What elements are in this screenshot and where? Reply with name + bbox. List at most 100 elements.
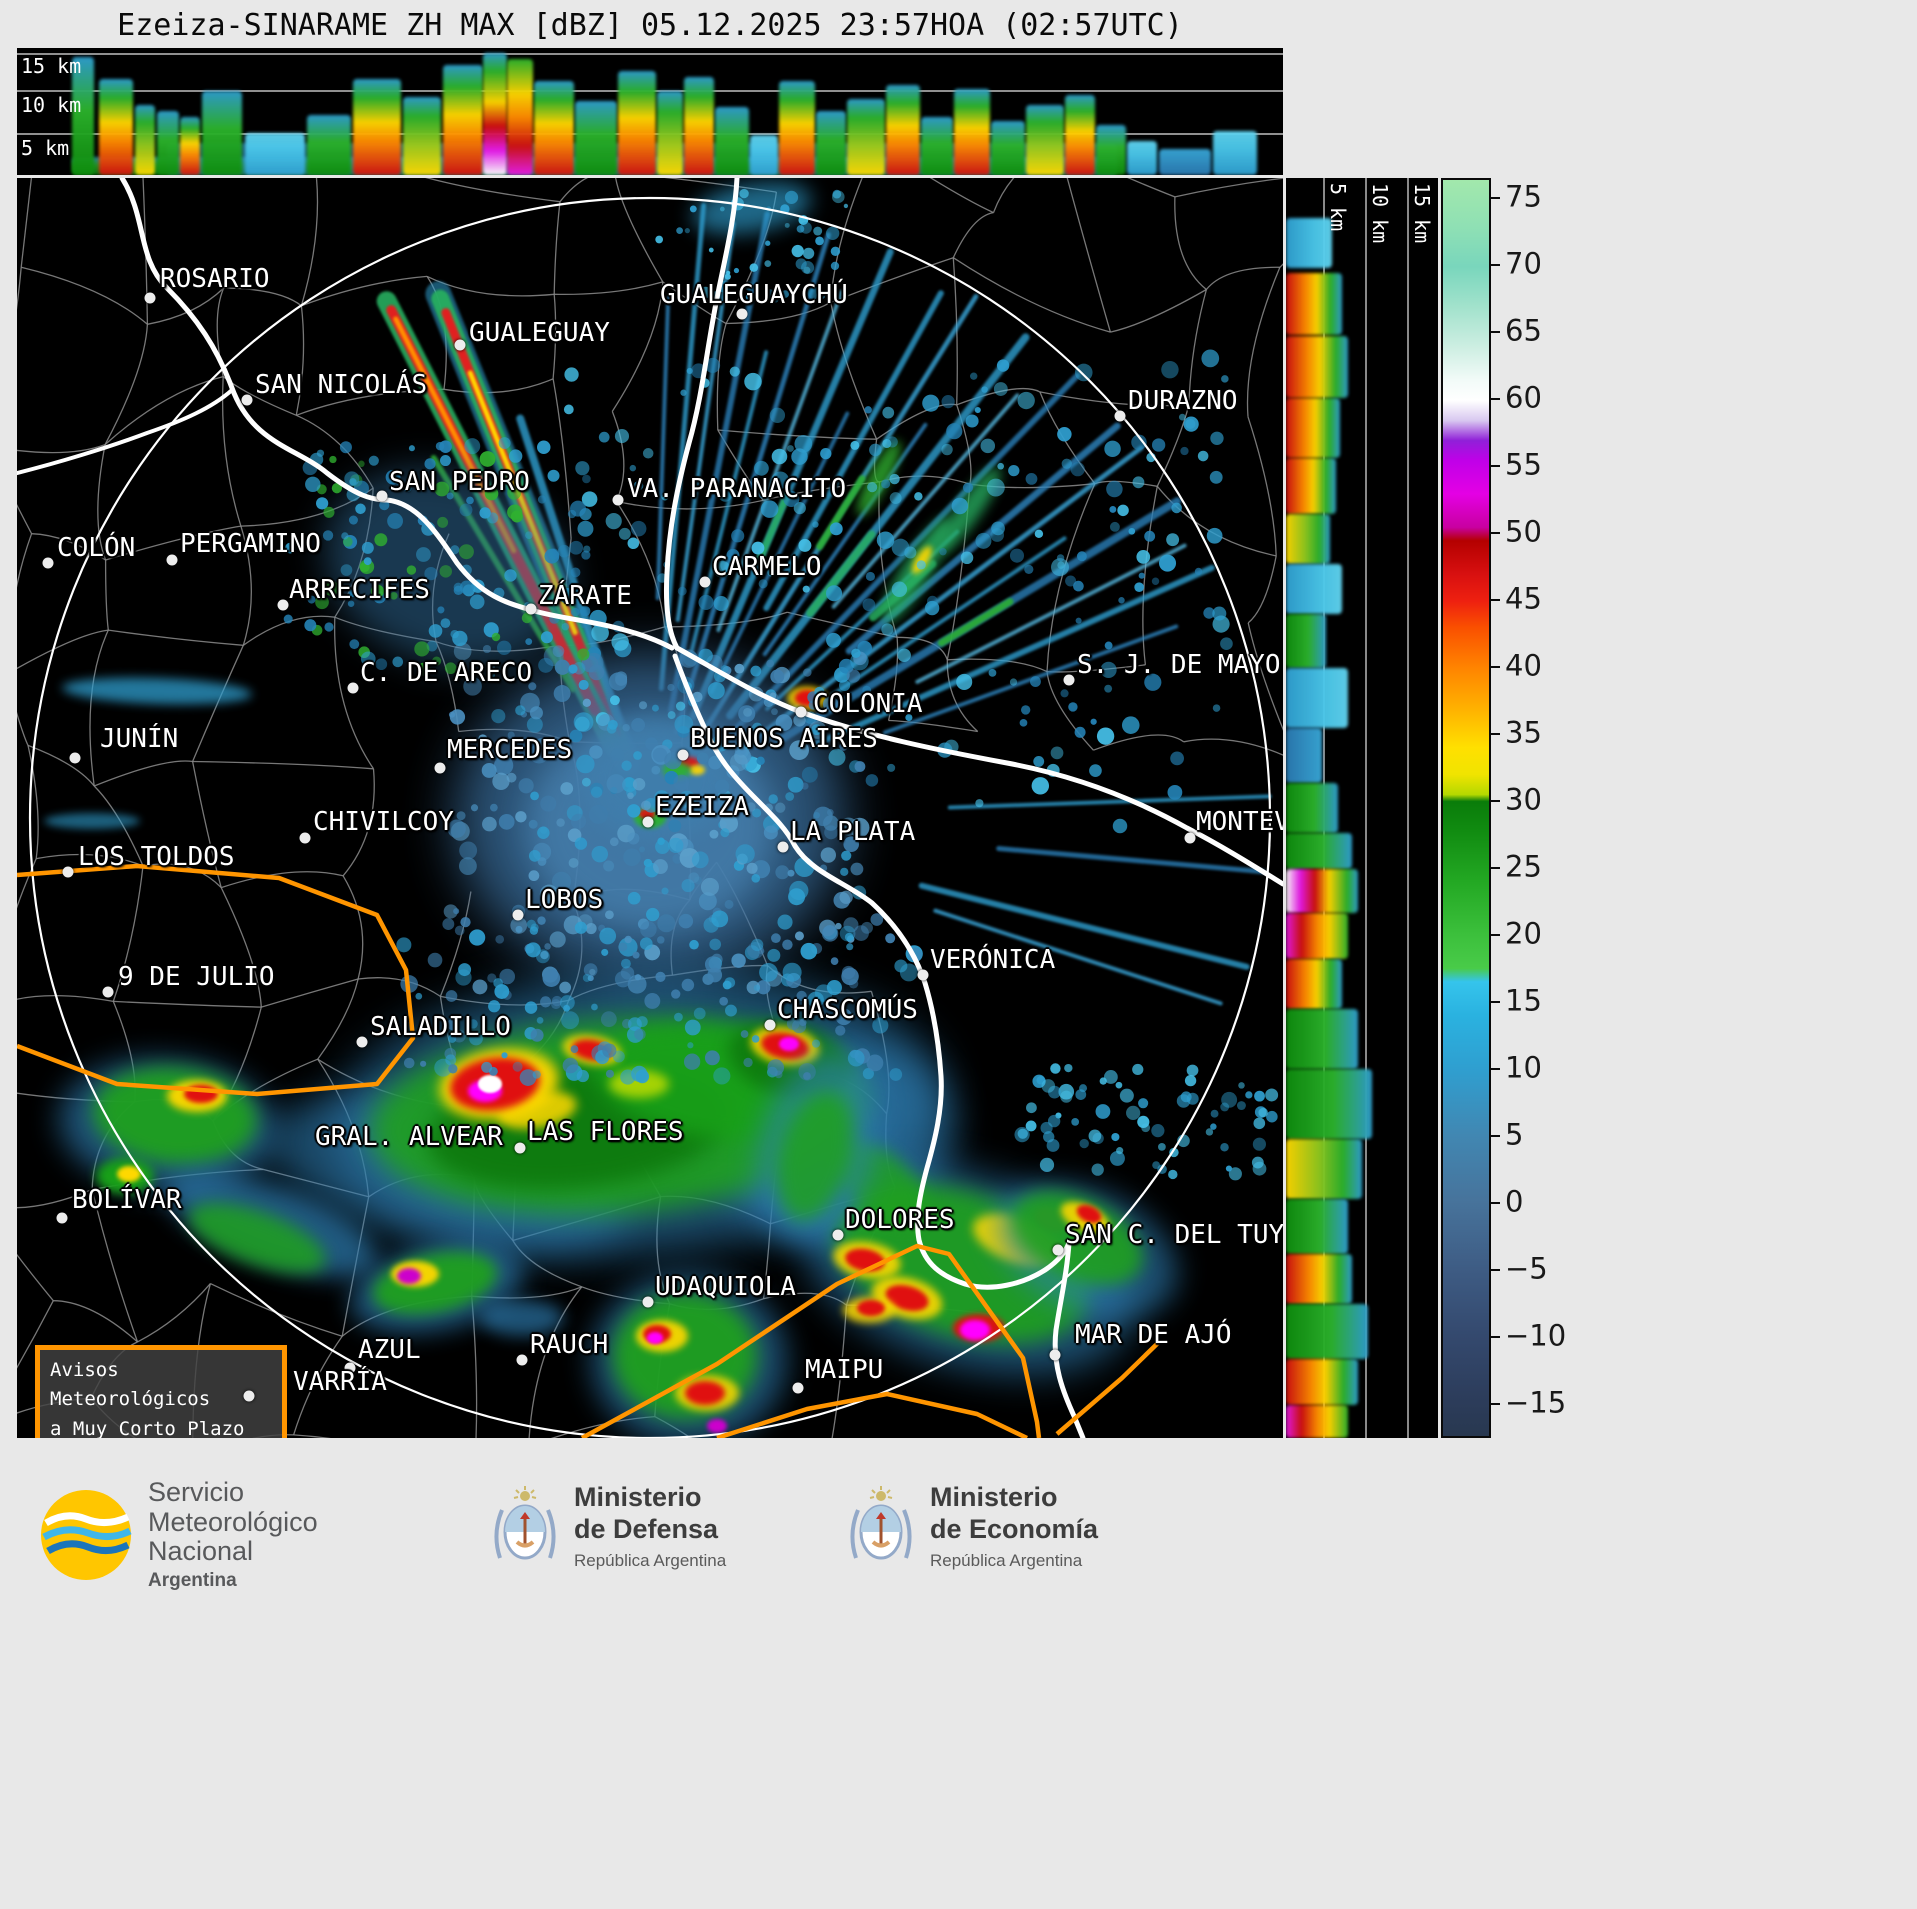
economia-logo: Ministerio de Economía República Argenti… <box>848 1482 1098 1571</box>
city-label: LOBOS <box>525 885 604 915</box>
city-label: UDAQUIOLA <box>655 1272 796 1302</box>
colorbar-tick-label: −10 <box>1505 1318 1567 1353</box>
colorbar-tick-mark <box>1491 465 1500 468</box>
city-dot <box>642 1296 654 1308</box>
colorbar-tick-mark <box>1491 1202 1500 1205</box>
city-dot <box>42 557 54 569</box>
city-dot <box>642 816 654 828</box>
colorbar-tick-mark <box>1491 599 1500 602</box>
economia-line1: Ministerio <box>930 1482 1058 1512</box>
city-label: ROSARIO <box>160 264 270 294</box>
city-dot <box>1052 1244 1064 1256</box>
altitude-label-15km: 15 km <box>21 54 82 78</box>
city-label: COLÓN <box>57 533 136 563</box>
city-label: DOLORES <box>845 1205 955 1235</box>
city-label: MAIPU <box>805 1355 884 1385</box>
city-label: LOS TOLDOS <box>78 842 235 872</box>
city-dot <box>347 682 359 694</box>
city-label: COLONIA <box>813 689 923 719</box>
city-dot <box>102 986 114 998</box>
city-label: MERCEDES <box>447 735 573 765</box>
city-layer: ROSARIO GUALEGUAYCHÚ GUALEGUAY SAN NICOLÁS D… <box>17 178 1283 1438</box>
defensa-logo: Ministerio de Defensa República Argentin… <box>492 1482 726 1571</box>
colorbar-tick-label: 65 <box>1505 313 1542 348</box>
colorbar-tick-mark <box>1491 1001 1500 1004</box>
city-label: ZÁRATE <box>538 581 632 611</box>
colorbar-tick-mark <box>1491 733 1500 736</box>
city-label: CHIVILCOY <box>313 807 454 837</box>
city-label: AZUL <box>358 1335 421 1365</box>
colorbar-tick-mark <box>1491 532 1500 535</box>
city-dot <box>243 1390 255 1402</box>
colorbar-tick-label: 75 <box>1505 179 1542 214</box>
top-cross-section-plot <box>17 53 1283 175</box>
colorbar-tick-mark <box>1491 1269 1500 1272</box>
colorbar-tick-label: 0 <box>1505 1184 1524 1219</box>
city-label: DURAZNO <box>1128 386 1238 416</box>
colorbar-tick-label: 50 <box>1505 514 1542 549</box>
altitude-label-10km-v: 10 km <box>1368 183 1392 244</box>
right-cross-section-plot <box>1286 178 1409 1438</box>
city-dot <box>56 1212 68 1224</box>
city-label: LAS FLORES <box>527 1117 684 1147</box>
economia-wordmark: Ministerio de Economía República Argenti… <box>930 1482 1098 1571</box>
colorbar-tick-mark <box>1491 1068 1500 1071</box>
radar-map: Avisos Meteorológicos a Muy Corto Plazo … <box>17 178 1283 1438</box>
colorbar-tick-label: −5 <box>1505 1251 1548 1286</box>
colorbar-tick-label: 10 <box>1505 1050 1542 1085</box>
city-dot <box>512 909 524 921</box>
colorbar-tick-mark <box>1491 867 1500 870</box>
smn-country: Argentina <box>148 1570 237 1592</box>
west-river <box>17 388 234 475</box>
colorbar-tick-label: 35 <box>1505 715 1542 750</box>
colorbar-tick-label: 15 <box>1505 983 1542 1018</box>
city-label: SAN PEDRO <box>389 467 530 497</box>
city-dot <box>376 490 388 502</box>
city-label: VA. PARANACITO <box>627 474 847 504</box>
city-dot <box>1114 410 1126 422</box>
colorbar-tick-label: 60 <box>1505 380 1542 415</box>
warning-polygons <box>17 863 1161 1438</box>
colorbar-tick-mark <box>1491 264 1500 267</box>
city-dot <box>69 752 81 764</box>
colorbar-tick-label: 55 <box>1505 447 1542 482</box>
page-title: Ezeiza-SINARAME ZH MAX [dBZ] 05.12.2025 … <box>117 8 1183 43</box>
city-dot <box>241 394 253 406</box>
city-dot <box>699 576 711 588</box>
city-label: ARRECIFES <box>289 575 430 605</box>
top-cross-section: 15 km 10 km 5 km <box>17 48 1283 175</box>
smn-line1: Servicio <box>148 1477 245 1507</box>
city-dot <box>62 866 74 878</box>
city-dot <box>795 706 807 718</box>
city-label: C. DE ARECO <box>360 658 533 688</box>
colorbar-tick-mark <box>1491 398 1500 401</box>
city-dot <box>454 339 466 351</box>
colorbar-tick-label: 40 <box>1505 648 1542 683</box>
city-dot <box>764 1019 776 1031</box>
city-label: PERGAMINO <box>180 529 321 559</box>
city-label: CARMELO <box>712 552 822 582</box>
city-label: BUENOS AIRES <box>690 724 878 754</box>
right-cross-section: 5 km 10 km 15 km <box>1286 178 1438 1438</box>
colorbar-tick-label: 5 <box>1505 1117 1524 1152</box>
city-label: SAN NICOLÁS <box>255 370 428 400</box>
defensa-line2: de Defensa <box>574 1513 719 1544</box>
defensa-sub: República Argentina <box>574 1550 727 1570</box>
city-label: SAN C. DEL TUYÚ <box>1065 1220 1283 1250</box>
city-label: GUALEGUAY <box>469 318 610 348</box>
defensa-wordmark: Ministerio de Defensa República Argentin… <box>574 1482 726 1571</box>
colorbar-tick-mark <box>1491 800 1500 803</box>
economia-line2: de Economía <box>930 1513 1099 1544</box>
city-dot <box>144 292 156 304</box>
smn-line2: Meteorológico <box>148 1506 318 1537</box>
defensa-line1: Ministerio <box>574 1482 702 1512</box>
city-label: BOLÍVAR <box>72 1185 182 1215</box>
city-dot <box>832 1229 844 1241</box>
radar-map-plot <box>17 178 1283 1438</box>
city-dot <box>1049 1349 1061 1361</box>
city-dot <box>356 1036 368 1048</box>
warning-legend-line2: a Muy Corto Plazo <box>50 1417 245 1438</box>
colorbar-ticks: 75 70 65 60 55 50 45 40 35 30 25 20 15 10 5 0 −5 −10 −15 <box>1491 178 1607 1438</box>
argentina-coat-of-arms-icon <box>850 1486 912 1560</box>
colorbar-tick-label: −15 <box>1505 1385 1567 1420</box>
